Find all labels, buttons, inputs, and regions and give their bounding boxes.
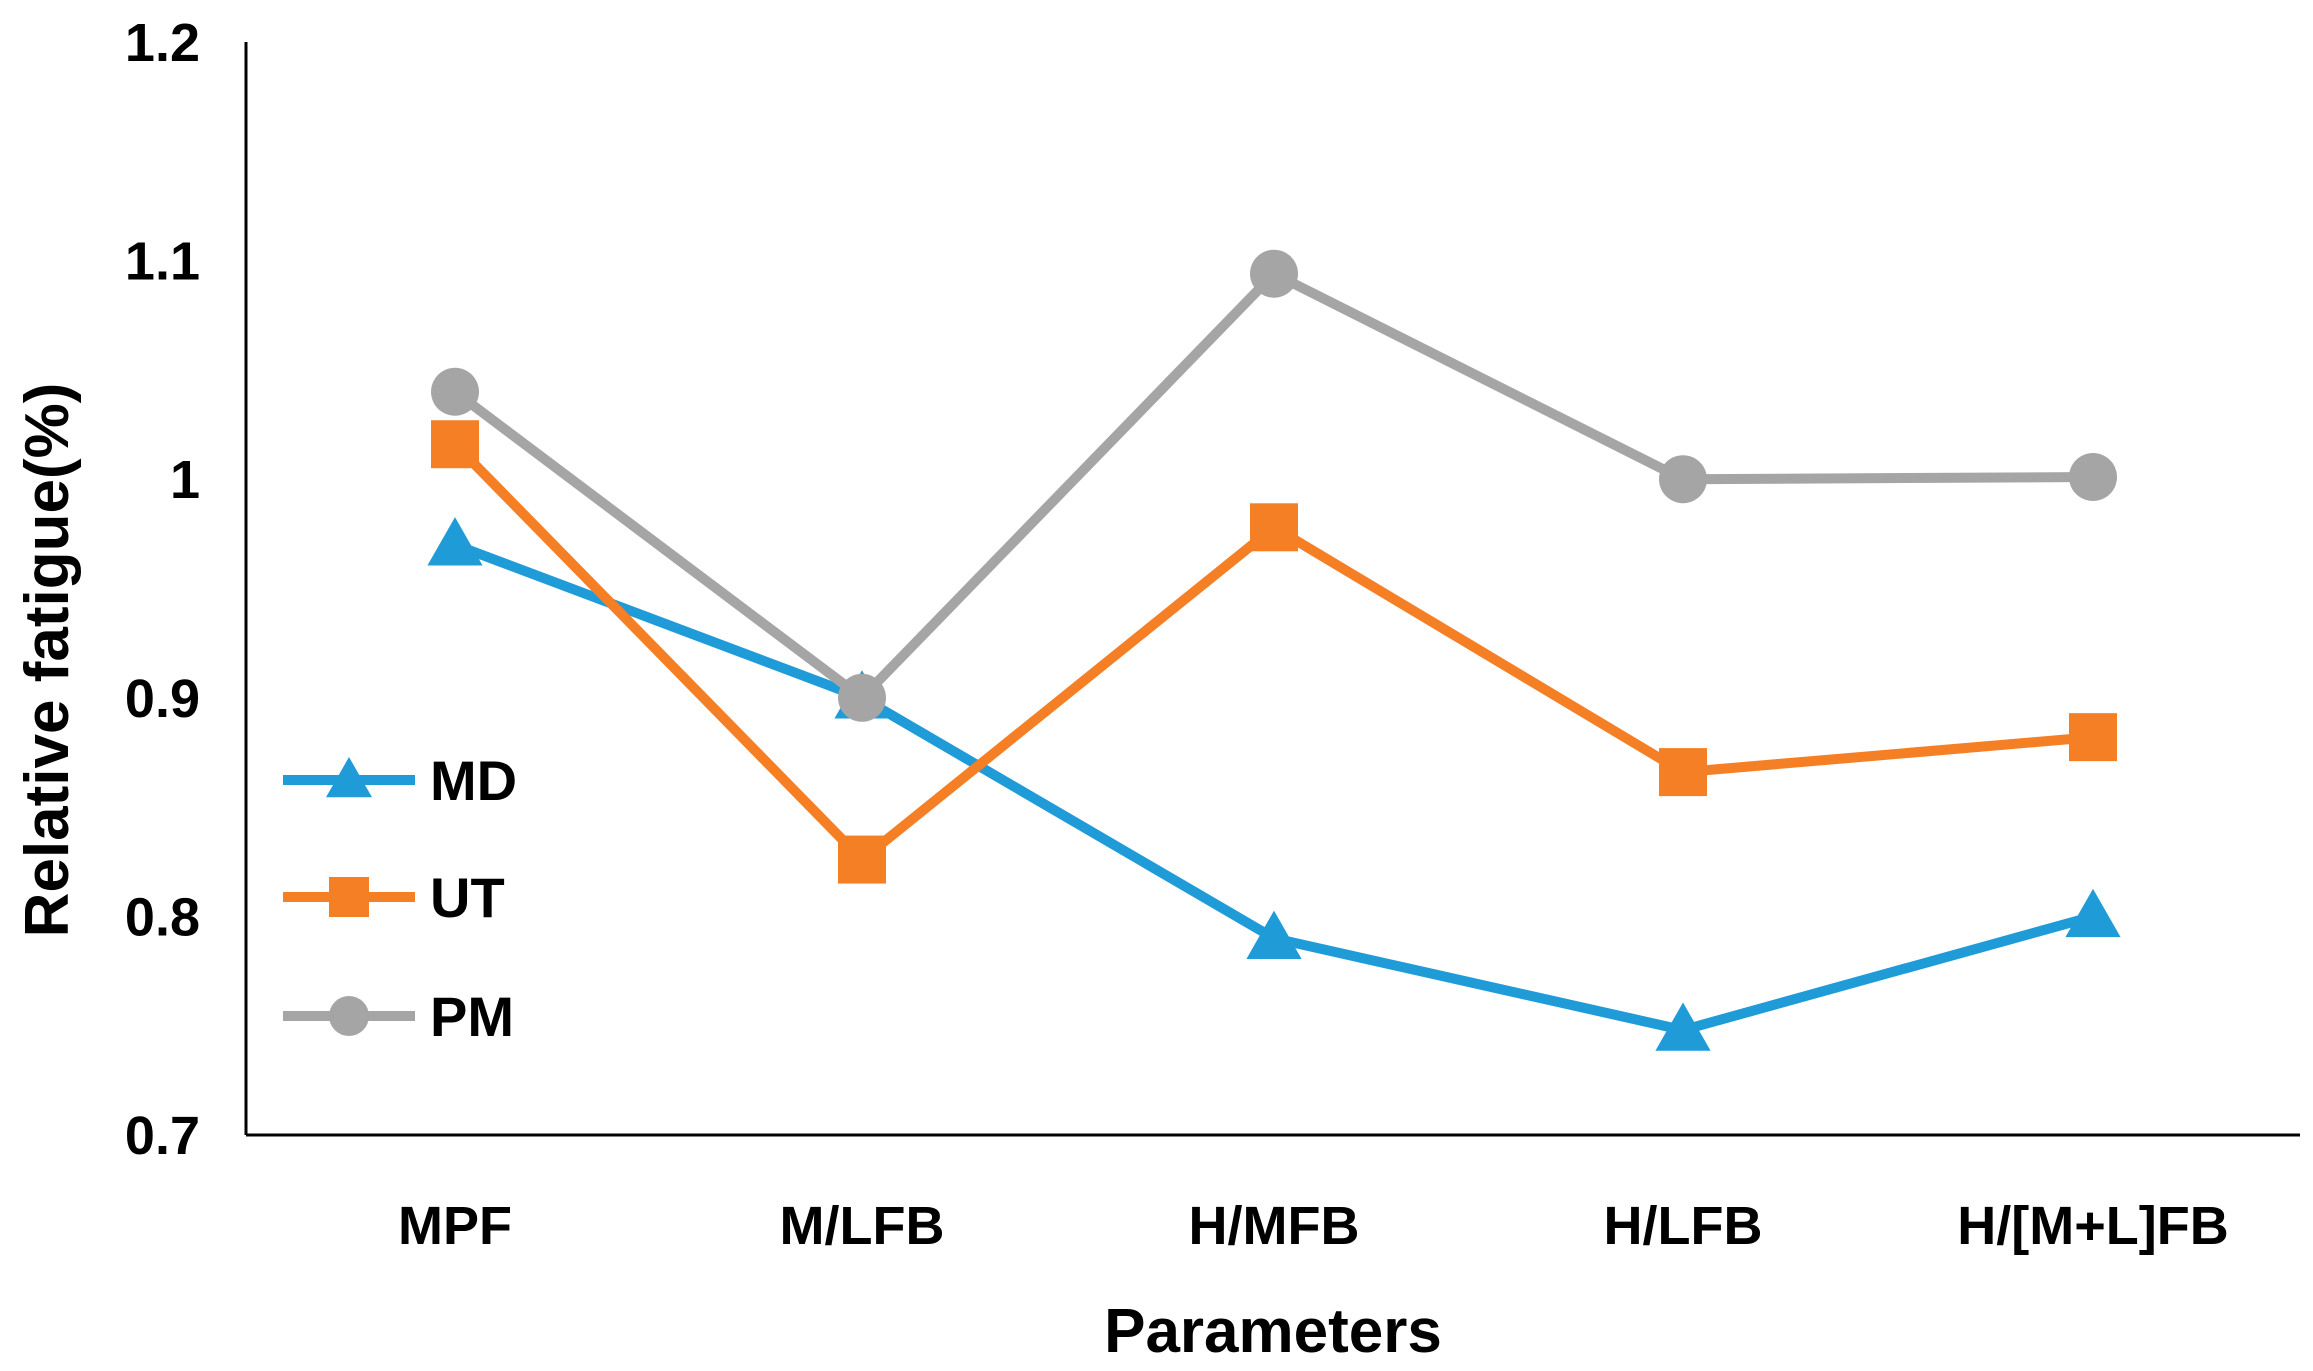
y-tick-label: 0.9 xyxy=(125,669,200,729)
circle-marker xyxy=(2069,453,2117,502)
triangle-marker xyxy=(326,757,372,798)
axes xyxy=(244,42,2300,1137)
x-axis-title: Parameters xyxy=(1104,1297,1442,1366)
square-marker xyxy=(329,877,369,917)
x-tick-label: M/LFB xyxy=(780,1196,945,1256)
legend-label: UT xyxy=(430,866,505,929)
circle-marker xyxy=(431,367,479,416)
square-marker xyxy=(431,420,479,469)
series-ut xyxy=(431,420,2117,884)
x-tick-label: MPF xyxy=(398,1196,512,1256)
legend-label: MD xyxy=(430,749,517,812)
legend: MD UT PM xyxy=(283,749,517,1048)
triangle-marker xyxy=(1655,1002,1711,1051)
y-tick-label: 0.8 xyxy=(125,887,200,947)
circle-marker xyxy=(329,996,369,1036)
square-marker xyxy=(838,835,886,884)
series-md xyxy=(427,517,2121,1051)
series-pm xyxy=(431,249,2117,722)
triangle-marker xyxy=(427,517,483,566)
square-marker xyxy=(2069,713,2117,762)
circle-marker xyxy=(1659,455,1707,504)
x-tick-label: H/LFB xyxy=(1604,1196,1763,1256)
series-layer xyxy=(427,249,2121,1051)
x-tick-label: H/MFB xyxy=(1189,1196,1360,1256)
legend-item-md: MD xyxy=(283,749,517,812)
square-marker xyxy=(1659,748,1707,797)
x-tick-label: H/[M+L]FB xyxy=(1957,1196,2228,1256)
y-axis-title: Relative fatigue(%) xyxy=(13,383,82,938)
square-marker xyxy=(1250,503,1298,552)
legend-item-pm: PM xyxy=(283,985,514,1048)
legend-label: PM xyxy=(430,985,514,1048)
triangle-marker xyxy=(1246,910,1302,959)
y-tick-label: 1.2 xyxy=(125,13,200,73)
triangle-marker xyxy=(2065,888,2121,938)
x-tick-labels: MPF M/LFB H/MFB H/LFB H/[M+L]FB xyxy=(398,1196,2229,1256)
y-tick-label: 1.1 xyxy=(125,232,200,292)
y-tick-label: 1 xyxy=(170,450,200,510)
legend-item-ut: UT xyxy=(283,866,505,929)
y-tick-label: 0.7 xyxy=(125,1106,200,1166)
y-tick-labels: 0.7 0.8 0.9 1 1.1 1.2 xyxy=(125,13,200,1166)
circle-marker xyxy=(1250,249,1298,298)
circle-marker xyxy=(838,673,886,722)
